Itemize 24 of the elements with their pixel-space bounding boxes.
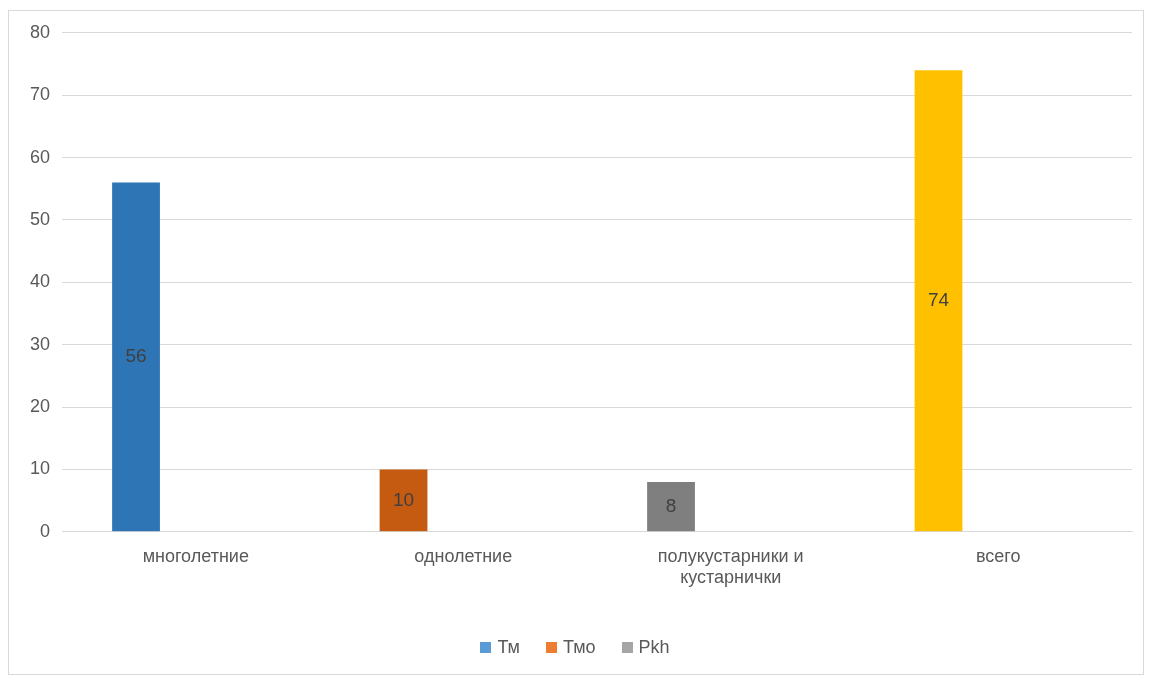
bar <box>647 481 695 532</box>
text: Тм <box>497 636 520 658</box>
bar <box>379 469 428 532</box>
x-tick-label: однолетние <box>414 545 513 566</box>
x-tick-label: всего <box>975 545 1021 566</box>
x-tick-label: полукустарники и кустарнички <box>657 545 804 588</box>
data-label: 56 <box>125 345 147 367</box>
y-tick-label: 30 <box>29 333 51 354</box>
y-tick-label: 40 <box>29 271 51 292</box>
legend-label: Pkh <box>638 636 670 658</box>
data-label: 74 <box>927 289 950 310</box>
x-tick-label: многолетние <box>142 545 249 566</box>
y-tick-label: 70 <box>29 84 51 105</box>
data-label: 8 <box>665 494 677 516</box>
y-tick-label: 80 <box>29 21 51 42</box>
bar <box>914 70 963 532</box>
y-tick-label: 20 <box>29 396 51 417</box>
bar <box>112 182 160 532</box>
legend-label: Тмо <box>562 636 596 658</box>
y-tick-label: 0 <box>40 520 51 541</box>
data-label: 10 <box>392 488 415 510</box>
y-tick-label: 60 <box>29 146 51 167</box>
y-tick-label: 10 <box>29 458 51 479</box>
y-tick-label: 50 <box>29 208 51 229</box>
